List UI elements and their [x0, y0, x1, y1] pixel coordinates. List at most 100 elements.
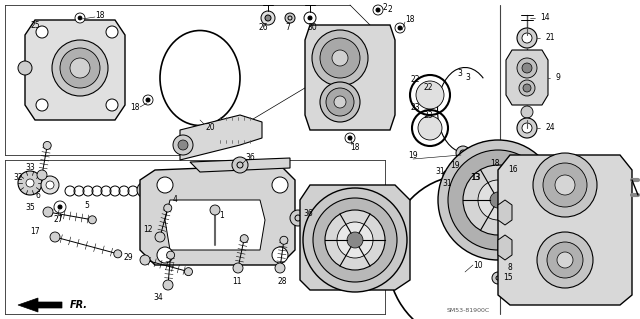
Circle shape [36, 26, 48, 38]
Circle shape [26, 179, 34, 187]
Circle shape [18, 61, 32, 75]
Text: 29: 29 [123, 254, 133, 263]
Circle shape [347, 232, 363, 248]
Text: 20: 20 [205, 123, 215, 132]
Text: 18: 18 [131, 103, 140, 113]
Circle shape [395, 23, 405, 33]
Circle shape [334, 96, 346, 108]
Circle shape [41, 176, 59, 194]
Circle shape [290, 210, 306, 226]
Circle shape [157, 177, 173, 193]
Text: 10: 10 [473, 261, 483, 270]
Circle shape [456, 146, 470, 160]
Circle shape [106, 26, 118, 38]
Circle shape [163, 280, 173, 290]
Text: 2: 2 [388, 5, 392, 14]
Circle shape [285, 13, 295, 23]
Circle shape [443, 170, 453, 180]
Polygon shape [305, 25, 395, 130]
Text: 9: 9 [555, 73, 560, 83]
Circle shape [304, 12, 316, 24]
Circle shape [18, 171, 42, 195]
Circle shape [232, 157, 248, 173]
Text: 21: 21 [545, 33, 554, 42]
Circle shape [376, 8, 380, 12]
Text: 35: 35 [25, 204, 35, 212]
Circle shape [50, 232, 60, 242]
Text: 19: 19 [408, 151, 418, 160]
Circle shape [272, 247, 288, 263]
Polygon shape [498, 235, 512, 260]
Circle shape [517, 118, 537, 138]
Circle shape [173, 135, 193, 155]
Circle shape [537, 232, 593, 288]
Circle shape [475, 183, 485, 193]
Text: 31: 31 [435, 167, 445, 176]
Circle shape [463, 165, 533, 235]
Text: 31: 31 [442, 179, 452, 188]
Circle shape [78, 16, 82, 20]
Text: 6: 6 [36, 190, 40, 199]
Circle shape [303, 188, 407, 292]
Circle shape [143, 95, 153, 105]
Polygon shape [300, 185, 410, 290]
Circle shape [345, 133, 355, 143]
Circle shape [398, 26, 402, 30]
Circle shape [54, 201, 66, 213]
Circle shape [547, 242, 583, 278]
Circle shape [326, 88, 354, 116]
Circle shape [308, 16, 312, 20]
Polygon shape [498, 155, 632, 305]
Circle shape [519, 80, 535, 96]
Circle shape [418, 116, 442, 140]
Circle shape [555, 175, 575, 195]
Text: 34: 34 [153, 293, 163, 302]
Circle shape [43, 207, 53, 217]
Circle shape [523, 84, 531, 92]
Circle shape [114, 250, 122, 258]
Circle shape [320, 82, 360, 122]
Circle shape [348, 136, 352, 140]
Circle shape [332, 50, 348, 66]
Circle shape [60, 48, 100, 88]
Text: 28: 28 [277, 277, 287, 286]
Circle shape [522, 63, 532, 73]
Circle shape [313, 198, 397, 282]
Circle shape [210, 205, 220, 215]
Text: 33: 33 [25, 164, 35, 173]
Text: 16: 16 [508, 166, 518, 174]
Circle shape [272, 177, 288, 193]
Circle shape [178, 140, 188, 150]
Text: 18: 18 [490, 159, 500, 167]
Circle shape [478, 180, 518, 220]
Text: 27: 27 [53, 216, 63, 225]
Circle shape [533, 153, 597, 217]
Polygon shape [506, 50, 548, 105]
Circle shape [373, 5, 383, 15]
Circle shape [240, 235, 248, 243]
Polygon shape [498, 200, 512, 225]
Circle shape [36, 99, 48, 111]
Text: 8: 8 [508, 263, 513, 272]
Circle shape [140, 255, 150, 265]
Circle shape [521, 106, 533, 118]
Polygon shape [140, 165, 295, 265]
Circle shape [312, 30, 368, 86]
Text: 18: 18 [95, 11, 105, 19]
Text: FR.: FR. [70, 300, 88, 310]
Circle shape [265, 15, 271, 21]
Text: 5: 5 [84, 201, 90, 210]
Circle shape [155, 232, 165, 242]
Text: 13: 13 [471, 174, 481, 182]
Circle shape [88, 216, 96, 224]
Circle shape [325, 210, 385, 270]
Circle shape [517, 58, 537, 78]
Circle shape [543, 163, 587, 207]
Text: 24: 24 [545, 123, 555, 132]
Circle shape [557, 252, 573, 268]
Text: 25: 25 [30, 20, 40, 29]
Circle shape [492, 272, 504, 284]
Text: 15: 15 [503, 273, 513, 283]
Circle shape [164, 204, 172, 212]
Text: 23: 23 [410, 103, 420, 113]
